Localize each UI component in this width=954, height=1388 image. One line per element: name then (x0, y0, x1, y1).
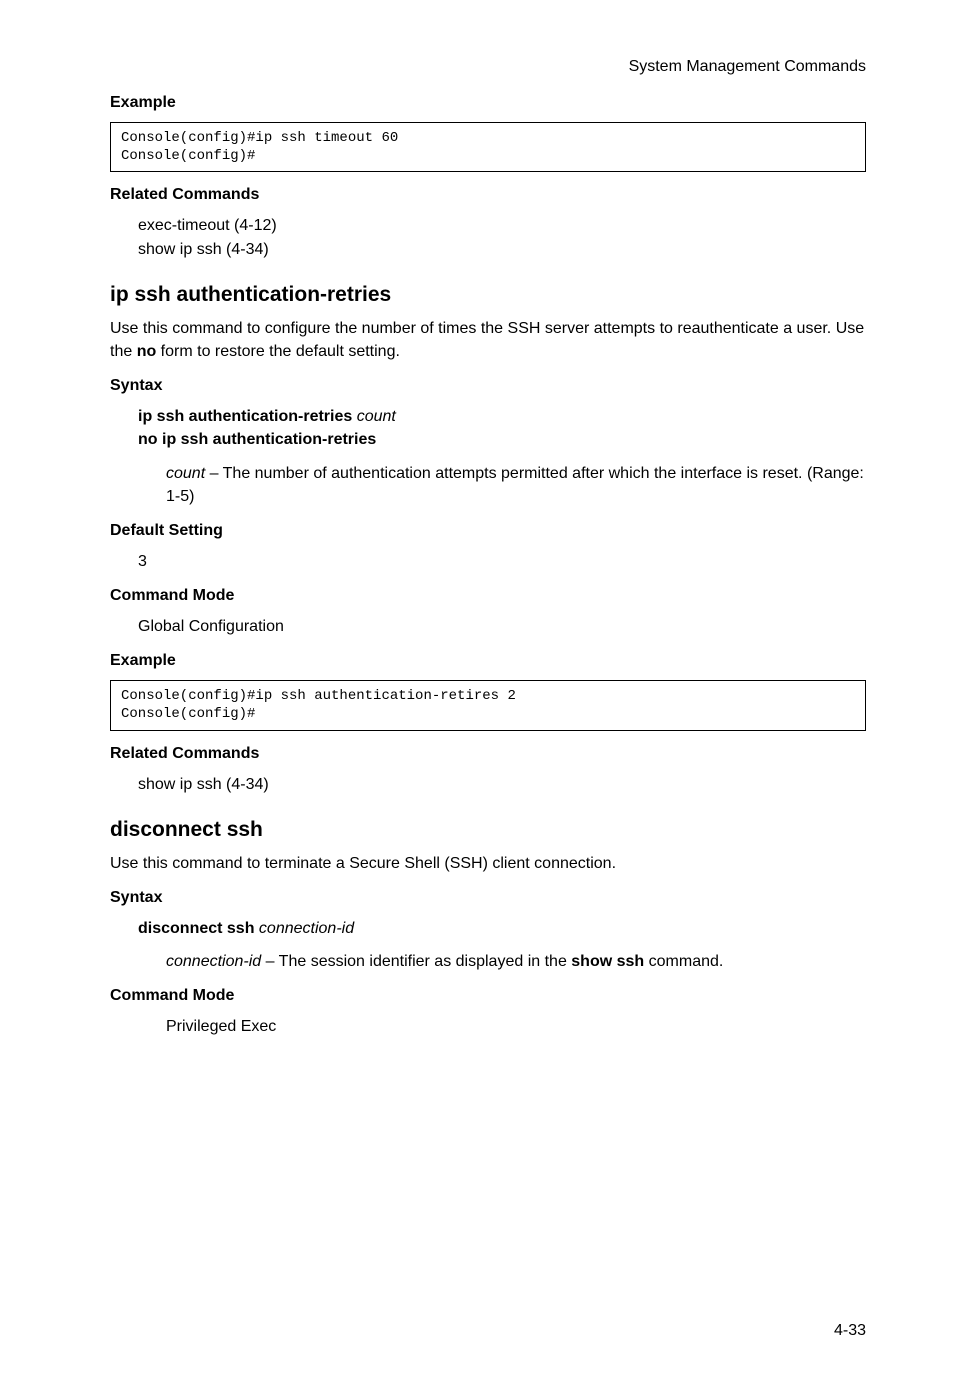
syntax2-param-ital: connection-id (166, 953, 261, 970)
default1-value: 3 (138, 550, 866, 573)
syntax1-l2-bold: no ip ssh authentication-retries (138, 431, 376, 448)
syntax2-block: disconnect ssh connection-id (138, 917, 866, 940)
ipssh-desc-bold: no (137, 343, 157, 360)
example2-label: Example (110, 652, 866, 670)
example1-label: Example (110, 94, 866, 112)
cmdmode1-label: Command Mode (110, 587, 866, 605)
ipssh-heading: ip ssh authentication-retries (110, 283, 866, 307)
syntax2-label: Syntax (110, 889, 866, 907)
syntax1-param-rest: – The number of authentication attempts … (166, 465, 864, 505)
syntax1-l1-ital: count (357, 408, 396, 425)
disconnect-desc: Use this command to terminate a Secure S… (110, 852, 866, 875)
syntax1-block: ip ssh authentication-retries count no i… (138, 405, 866, 451)
syntax1-line1: ip ssh authentication-retries count (138, 405, 866, 428)
ipssh-desc: Use this command to configure the number… (110, 317, 866, 363)
ipssh-desc-p2: form to restore the default setting. (156, 343, 400, 360)
related1-line2: show ip ssh (4-34) (138, 238, 866, 261)
syntax1-label: Syntax (110, 377, 866, 395)
cmdmode2-value: Privileged Exec (166, 1015, 866, 1038)
example2-code: Console(config)#ip ssh authentication-re… (110, 680, 866, 730)
default1-label: Default Setting (110, 522, 866, 540)
related2-line1: show ip ssh (4-34) (138, 773, 866, 796)
page-header: System Management Commands (110, 58, 866, 76)
syntax2-param-end: command. (644, 953, 723, 970)
syntax2-line1: disconnect ssh connection-id (138, 917, 866, 940)
syntax2-l1-ital: connection-id (259, 920, 354, 937)
syntax1-line2: no ip ssh authentication-retries (138, 428, 866, 451)
related1-line1: exec-timeout (4-12) (138, 214, 866, 237)
syntax2-param: connection-id – The session identifier a… (166, 950, 866, 973)
cmdmode2-label: Command Mode (110, 987, 866, 1005)
related2-label: Related Commands (110, 745, 866, 763)
syntax1-param-ital: count (166, 465, 205, 482)
syntax1-l1-bold: ip ssh authentication-retries (138, 408, 357, 425)
cmdmode1-value: Global Configuration (138, 615, 866, 638)
syntax1-param: count – The number of authentication att… (166, 462, 866, 508)
related1-label: Related Commands (110, 186, 866, 204)
disconnect-heading: disconnect ssh (110, 818, 866, 842)
syntax2-param-mid: – The session identifier as displayed in… (261, 953, 571, 970)
page-number: 4-33 (834, 1322, 866, 1340)
example1-code: Console(config)#ip ssh timeout 60 Consol… (110, 122, 866, 172)
syntax2-l1-bold: disconnect ssh (138, 920, 259, 937)
syntax2-param-bold: show ssh (571, 953, 644, 970)
